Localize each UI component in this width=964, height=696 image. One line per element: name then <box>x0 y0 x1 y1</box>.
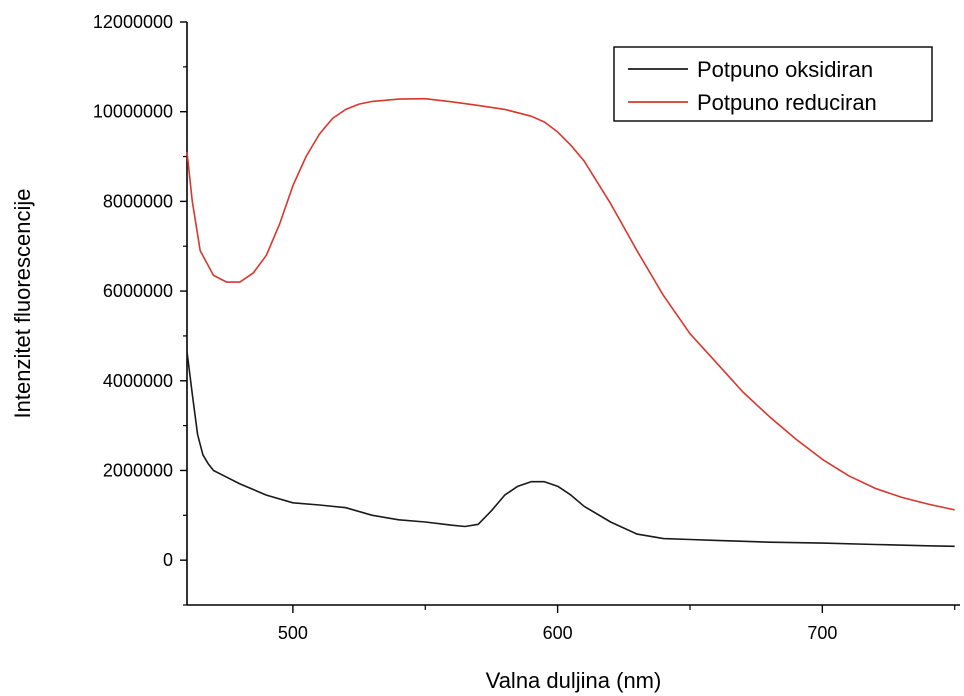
x-tick-label: 600 <box>543 623 573 643</box>
y-tick-label: 12000000 <box>93 12 173 32</box>
legend-box <box>613 46 933 122</box>
y-tick-label: 6000000 <box>103 281 173 301</box>
y-tick-label: 8000000 <box>103 191 173 211</box>
series-line-oksidiran <box>186 351 955 548</box>
x-tick-label: 700 <box>807 623 837 643</box>
axes: 0 2000000 4000000 6000000 8000000 10000000 120… <box>93 12 960 643</box>
y-tick-label: 4000000 <box>103 371 173 391</box>
y-tick-label: 2000000 <box>103 460 173 480</box>
legend-label: Potpuno oksidiran <box>697 57 873 82</box>
x-axis-title: Valna duljina (nm) <box>486 668 662 693</box>
legend-label: Potpuno reduciran <box>697 90 877 115</box>
plot-area <box>186 97 955 548</box>
series-line-reduciran <box>186 97 955 511</box>
y-tick-label: 10000000 <box>93 102 173 122</box>
legend: Potpuno oksidiran Potpuno reduciran <box>613 46 933 122</box>
y-axis-title: Intenzitet fluorescencije <box>10 189 35 419</box>
x-tick-label: 500 <box>278 623 308 643</box>
y-tick-label: 0 <box>163 550 173 570</box>
